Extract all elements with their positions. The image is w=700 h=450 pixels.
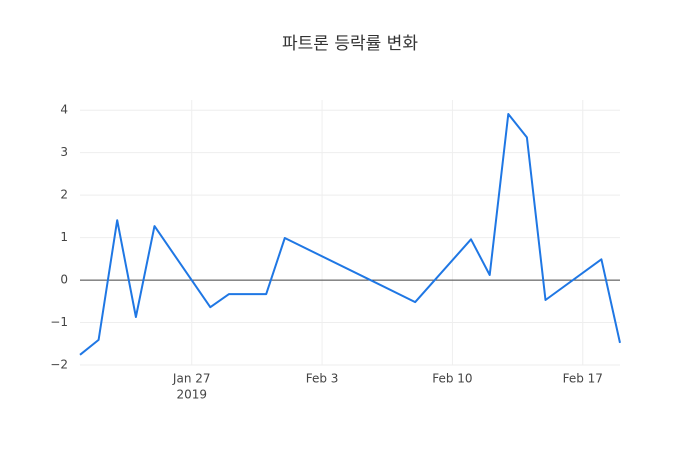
y-tick-label: 3 [60,145,68,159]
x-tick-label: Feb 10 [432,372,472,386]
x-tick-label: Feb 3 [306,372,339,386]
y-tick-label: 4 [60,103,68,117]
y-tick-label: −1 [50,315,68,329]
chart-title: 파트론 등락률 변화 [282,34,418,54]
x-tick-label: Jan 27 [172,372,211,386]
y-tick-label: −2 [50,358,68,372]
line-series [79,113,621,356]
y-tick-label: 2 [60,188,68,202]
y-tick-label: 1 [60,230,68,244]
y-tick-label: 0 [60,273,68,287]
x-year-label: 2019 [176,388,207,402]
x-tick-label: Feb 17 [563,372,603,386]
